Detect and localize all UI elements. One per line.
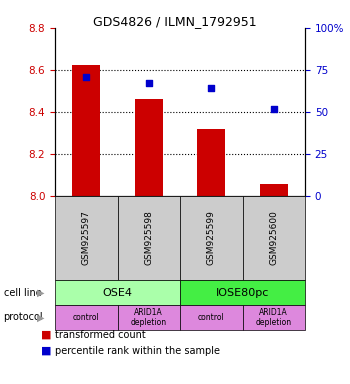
Text: ▶: ▶: [37, 313, 45, 323]
Text: percentile rank within the sample: percentile rank within the sample: [55, 346, 220, 356]
Text: GSM925600: GSM925600: [269, 210, 278, 265]
Bar: [135, 99, 163, 196]
Text: transformed count: transformed count: [55, 330, 146, 340]
Bar: [72, 65, 100, 196]
Text: cell line: cell line: [4, 288, 41, 298]
Point: [83, 74, 89, 80]
Text: IOSE80pc: IOSE80pc: [216, 288, 269, 298]
Text: ARID1A
depletion: ARID1A depletion: [131, 308, 167, 327]
Text: control: control: [73, 313, 100, 322]
Text: GDS4826 / ILMN_1792951: GDS4826 / ILMN_1792951: [93, 15, 257, 28]
Text: protocol: protocol: [4, 313, 43, 323]
Point: [271, 106, 277, 112]
Text: GSM925599: GSM925599: [207, 210, 216, 265]
Text: GSM925597: GSM925597: [82, 210, 91, 265]
Text: GSM925598: GSM925598: [144, 210, 153, 265]
Text: ■: ■: [41, 346, 51, 356]
Text: OSE4: OSE4: [103, 288, 133, 298]
Bar: [260, 184, 288, 196]
Text: control: control: [198, 313, 225, 322]
Point: [146, 80, 152, 86]
Text: ▶: ▶: [37, 288, 45, 298]
Text: ARID1A
depletion: ARID1A depletion: [256, 308, 292, 327]
Text: ■: ■: [41, 330, 51, 340]
Bar: [197, 129, 225, 196]
Point: [209, 85, 214, 91]
